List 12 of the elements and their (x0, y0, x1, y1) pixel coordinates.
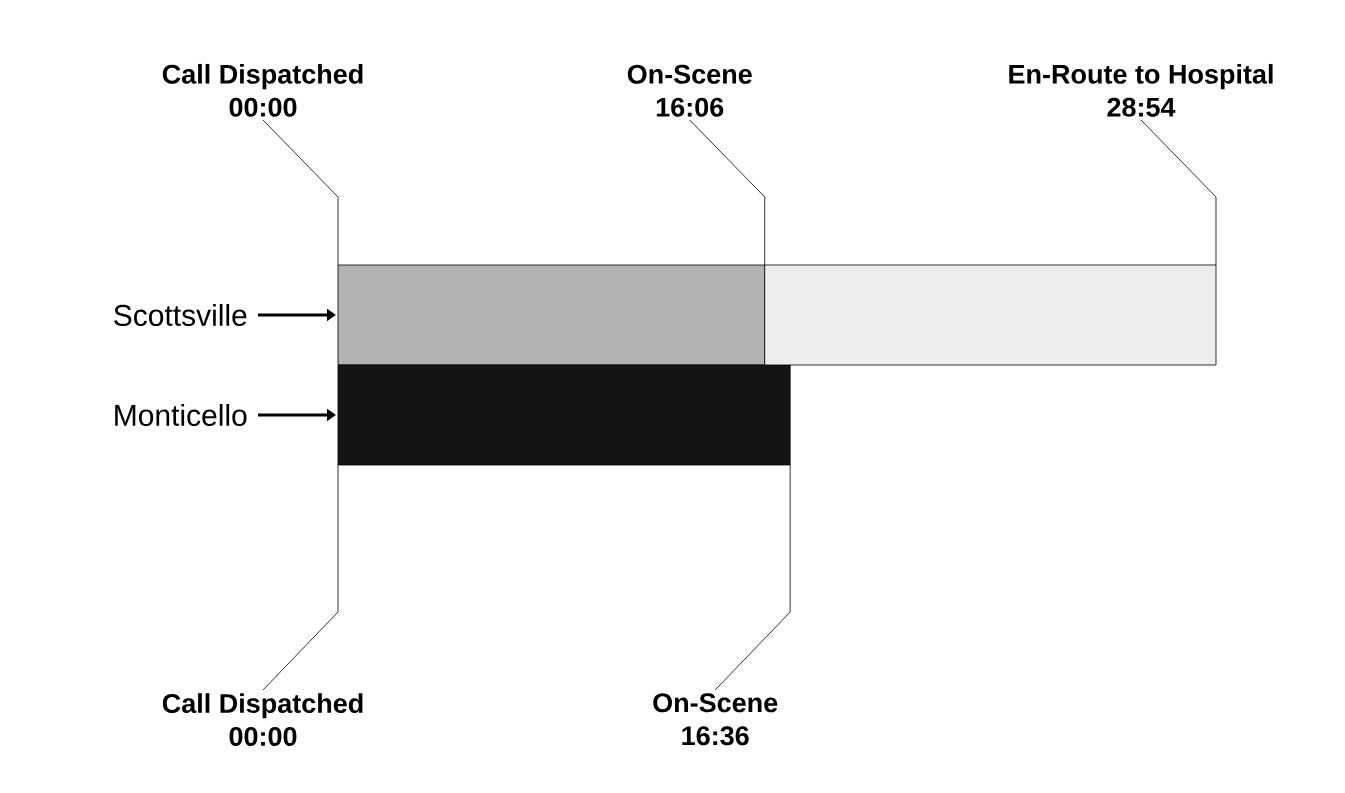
text: 00:00 (229, 97, 297, 117)
text: 16:36 (682, 726, 749, 746)
y-tick-label: Scottsville (114, 303, 247, 327)
y-tick-label: Monticello (115, 403, 247, 427)
text: 16:06 (656, 97, 724, 117)
text: 00:00 (229, 726, 297, 747)
text: Call Dispatched (162, 63, 363, 90)
text: On-Scene (653, 693, 778, 713)
text: Call Dispatched (162, 693, 363, 719)
text: 28:54 (1107, 97, 1176, 117)
text: On-Scene (627, 64, 752, 84)
text: En-Route to Hospital (1009, 63, 1273, 90)
